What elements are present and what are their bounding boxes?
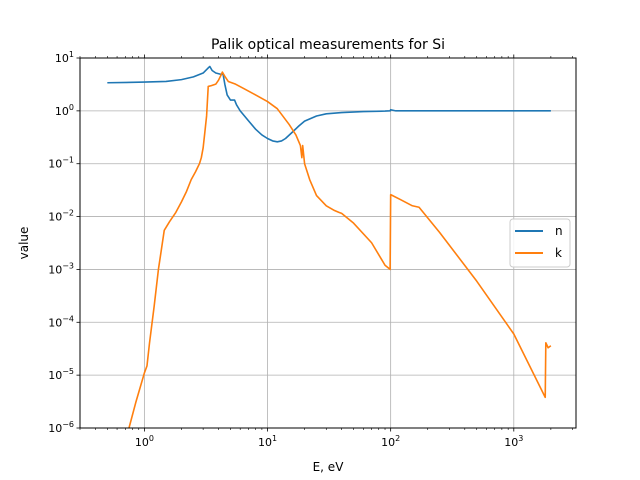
series-line-n bbox=[107, 65, 551, 143]
legend: n k bbox=[509, 218, 571, 268]
y-axis-label: value bbox=[17, 227, 31, 260]
plot-frame bbox=[79, 57, 577, 429]
series-line-k bbox=[128, 71, 552, 428]
x-axis-label: E, eV bbox=[313, 460, 345, 474]
legend-label-n: n bbox=[555, 224, 563, 238]
series bbox=[107, 65, 552, 428]
legend-label-k: k bbox=[555, 246, 562, 260]
chart-title: Palik optical measurements for Si bbox=[211, 37, 445, 53]
